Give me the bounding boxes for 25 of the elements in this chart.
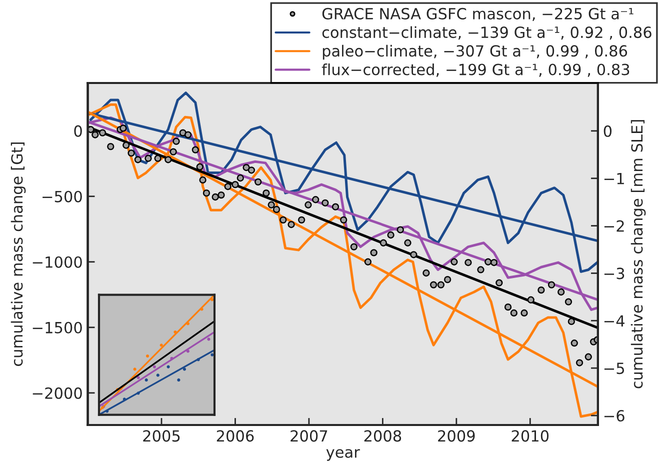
y2-axis-title: cumulative mass change [mm SLE] [630,120,646,388]
y-tick-label: −2000 [32,387,82,399]
y-tick-label: −500 [42,190,82,202]
x-tick-label: 2006 [216,430,254,442]
legend-label: constant−climate, −139 Gt a⁻¹, 0.92 , 0.86 [322,26,652,40]
y2-tick-label: −5 [604,362,624,374]
y2-tick-label: −4 [604,315,624,326]
y-axis-title: cumulative mass change [Gt] [10,142,26,366]
legend-label: flux−corrected, −199 Gt a⁻¹, 0.99 , 0.83 [322,63,630,77]
x-tick-label: 2007 [290,430,328,442]
y2-tick-label: −6 [604,410,624,422]
y2-tick-label: −3 [604,268,624,280]
x-tick-label: 2009 [438,430,475,442]
y2-tick-label: −1 [604,173,624,184]
y2-tick-label: −2 [604,220,624,232]
y-tick-label: −1000 [32,256,82,268]
y-tick-label: −1500 [32,322,82,334]
y-tick-label: 0 [74,125,82,137]
x-tick-label: 2008 [364,430,402,442]
legend-label: GRACE NASA GSFC mascon, −225 Gt a⁻¹ [322,8,634,22]
x-tick-label: 2010 [512,430,549,442]
y2-tick-label: 0 [604,125,612,137]
legend-label: paleo−climate, −307 Gt a⁻¹, 0.99 , 0.86 [322,44,628,60]
x-axis-title: year [326,449,360,461]
x-tick-label: 2005 [143,430,180,442]
